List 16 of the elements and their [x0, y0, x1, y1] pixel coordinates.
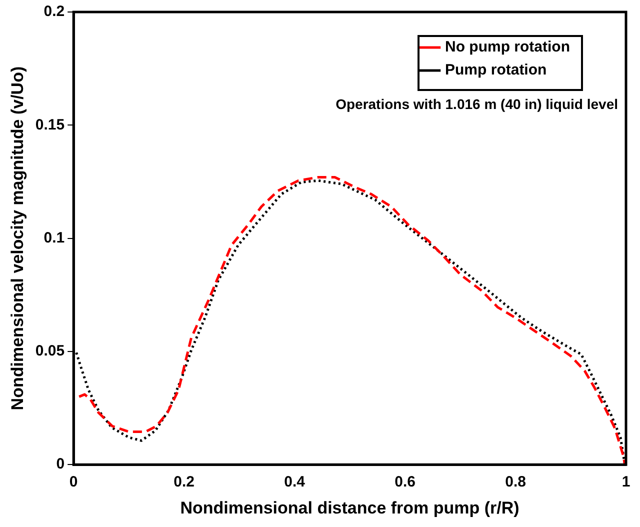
y-tick-label: 0.05: [35, 342, 65, 360]
x-tick-label: 0.6: [394, 474, 416, 491]
y-tick-label: 0.15: [35, 116, 65, 134]
x-tick-label: 0.8: [505, 474, 526, 491]
y-tick-label: 0: [56, 456, 65, 473]
x-tick-label: 0.2: [174, 474, 195, 491]
y-tick-label: 0.2: [44, 3, 65, 20]
y-axis-title: Nondimensional velocity magnitude (v/Uo): [8, 66, 27, 410]
x-axis-title: Nondimensional distance from pump (r/R): [180, 498, 520, 518]
legend-label: No pump rotation: [445, 38, 570, 56]
x-tick-label: 0: [69, 474, 78, 491]
x-tick-label: 0.4: [284, 474, 306, 491]
x-tick-label: 1: [622, 474, 630, 491]
y-tick-label: 0.1: [44, 229, 65, 246]
legend-label: Pump rotation: [445, 62, 547, 79]
annotation: Operations with 1.016 m (40 in) liquid level: [336, 96, 618, 112]
